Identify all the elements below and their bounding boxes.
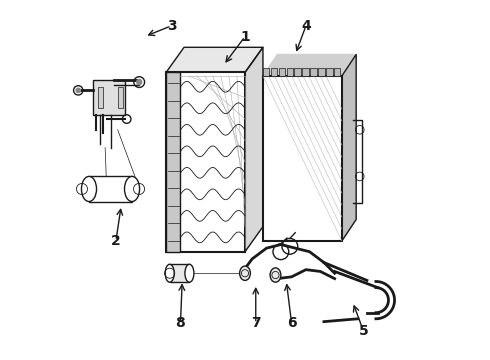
Bar bbox=[98, 87, 103, 108]
Text: 7: 7 bbox=[251, 316, 261, 330]
Ellipse shape bbox=[270, 268, 281, 282]
Text: 4: 4 bbox=[301, 19, 311, 33]
Text: 8: 8 bbox=[175, 316, 185, 330]
Text: 3: 3 bbox=[167, 19, 176, 33]
Bar bbox=[170, 264, 190, 282]
Text: 2: 2 bbox=[111, 234, 121, 248]
Bar bbox=[310, 68, 317, 76]
Bar bbox=[118, 87, 123, 108]
Ellipse shape bbox=[124, 176, 140, 202]
Bar bbox=[263, 76, 342, 241]
Bar bbox=[302, 68, 309, 76]
Ellipse shape bbox=[240, 266, 250, 280]
Polygon shape bbox=[245, 47, 263, 252]
Ellipse shape bbox=[81, 176, 97, 202]
Text: 6: 6 bbox=[287, 316, 296, 330]
Circle shape bbox=[137, 80, 142, 85]
Circle shape bbox=[76, 88, 80, 93]
Bar bbox=[326, 68, 333, 76]
Polygon shape bbox=[342, 54, 356, 241]
Bar bbox=[166, 72, 180, 252]
Polygon shape bbox=[166, 47, 263, 72]
Bar bbox=[93, 80, 125, 116]
Bar bbox=[294, 68, 301, 76]
Bar bbox=[318, 68, 324, 76]
Bar bbox=[334, 68, 341, 76]
Bar bbox=[271, 68, 277, 76]
Ellipse shape bbox=[165, 264, 174, 282]
Bar bbox=[287, 68, 293, 76]
Bar bbox=[89, 176, 132, 202]
Polygon shape bbox=[263, 54, 356, 76]
Bar bbox=[263, 68, 270, 76]
Text: 1: 1 bbox=[240, 30, 250, 44]
Bar bbox=[166, 72, 245, 252]
Bar bbox=[279, 68, 285, 76]
Ellipse shape bbox=[185, 264, 194, 282]
Text: 5: 5 bbox=[359, 324, 368, 338]
